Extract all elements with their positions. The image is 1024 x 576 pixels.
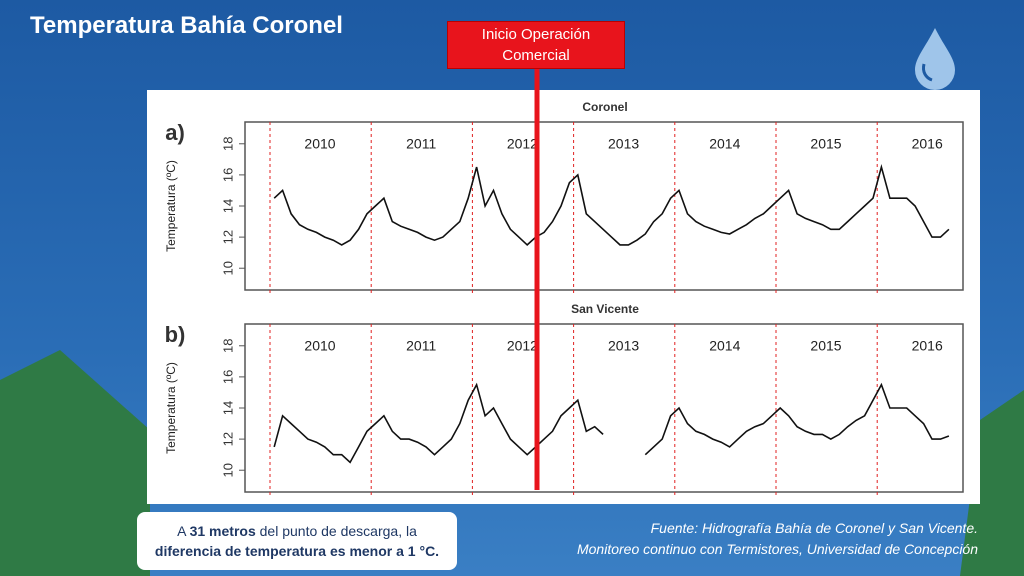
year-label: 2011 bbox=[406, 338, 436, 354]
year-label: 2010 bbox=[304, 338, 335, 354]
year-label: 2013 bbox=[608, 136, 639, 152]
year-label: 2015 bbox=[810, 136, 841, 152]
y-tick-label: 14 bbox=[220, 199, 235, 213]
slide-title: Temperatura Bahía Coronel bbox=[30, 12, 343, 39]
year-label: 2013 bbox=[608, 338, 639, 354]
text: A bbox=[177, 523, 190, 539]
series-line bbox=[273, 164, 950, 246]
text: del punto de descarga, la bbox=[255, 523, 417, 539]
year-label: 2011 bbox=[406, 136, 436, 152]
note-line: A 31 metros del punto de descarga, la bbox=[137, 521, 457, 541]
highlight: diferencia de temperatura es menor a 1 °… bbox=[154, 543, 440, 559]
source-line: Monitoreo continuo con Termistores, Univ… bbox=[576, 541, 978, 557]
y-tick-label: 12 bbox=[220, 432, 235, 446]
note: A 31 metros del punto de descarga, la di… bbox=[137, 512, 457, 570]
source-line: Fuente: Hidrografía Bahía de Coronel y S… bbox=[650, 520, 978, 536]
year-label: 2012 bbox=[507, 136, 538, 152]
year-label: 2014 bbox=[709, 338, 740, 354]
series-line bbox=[273, 382, 950, 464]
y-tick-label: 12 bbox=[220, 230, 235, 244]
highlight: 31 metros bbox=[189, 523, 256, 539]
marker-text: Inicio Operación Comercial bbox=[481, 26, 591, 64]
year-label: 2016 bbox=[912, 136, 943, 152]
year-label: 2012 bbox=[507, 338, 538, 354]
year-label: 2016 bbox=[912, 338, 943, 354]
source: Fuente: Hidrografía Bahía de Coronel y S… bbox=[577, 518, 978, 560]
y-tick-label: 18 bbox=[220, 137, 235, 151]
marker-label: Inicio Operación Comercial bbox=[447, 21, 625, 69]
year-label: 2014 bbox=[709, 136, 740, 152]
y-axis-label: Temperatura (ºC) bbox=[164, 160, 178, 252]
panel-label: a) bbox=[165, 120, 185, 145]
y-tick-label: 18 bbox=[220, 339, 235, 353]
panel-title: San Vicente bbox=[571, 302, 639, 316]
panel-title: Coronel bbox=[582, 100, 627, 114]
panel-label: b) bbox=[165, 322, 186, 347]
y-tick-label: 10 bbox=[220, 261, 235, 275]
y-tick-label: 10 bbox=[220, 463, 235, 477]
y-tick-label: 14 bbox=[220, 401, 235, 415]
y-axis-label: Temperatura (ºC) bbox=[164, 362, 178, 454]
year-label: 2015 bbox=[810, 338, 841, 354]
y-tick-label: 16 bbox=[220, 168, 235, 182]
y-tick-label: 16 bbox=[220, 370, 235, 384]
year-label: 2010 bbox=[304, 136, 335, 152]
